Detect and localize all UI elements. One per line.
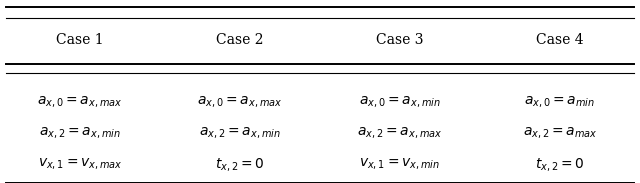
Text: Case 4: Case 4 (536, 33, 584, 47)
Text: Case 3: Case 3 (376, 33, 424, 47)
Text: Case 2: Case 2 (216, 33, 264, 47)
Text: $a_{x,0} = a_{x,max}$: $a_{x,0} = a_{x,max}$ (197, 95, 283, 110)
Text: $a_{x,2} = a_{x,min}$: $a_{x,2} = a_{x,min}$ (39, 126, 121, 141)
Text: $a_{x,2} = a_{max}$: $a_{x,2} = a_{max}$ (523, 126, 597, 141)
Text: $a_{x,2} = a_{x,max}$: $a_{x,2} = a_{x,max}$ (357, 126, 443, 141)
Text: $v_{x,1} = v_{x,min}$: $v_{x,1} = v_{x,min}$ (360, 157, 440, 172)
Text: $a_{x,2} = a_{x,min}$: $a_{x,2} = a_{x,min}$ (199, 126, 281, 141)
Text: $t_{x,2} = 0$: $t_{x,2} = 0$ (535, 156, 585, 173)
Text: $t_{x,2} = 0$: $t_{x,2} = 0$ (215, 156, 265, 173)
Text: Case 1: Case 1 (56, 33, 104, 47)
Text: $a_{x,0} = a_{min}$: $a_{x,0} = a_{min}$ (525, 95, 595, 110)
Text: $a_{x,0} = a_{x,max}$: $a_{x,0} = a_{x,max}$ (37, 95, 123, 110)
Text: $v_{x,1} = v_{x,max}$: $v_{x,1} = v_{x,max}$ (38, 157, 122, 172)
Text: $a_{x,0} = a_{x,min}$: $a_{x,0} = a_{x,min}$ (359, 95, 441, 110)
